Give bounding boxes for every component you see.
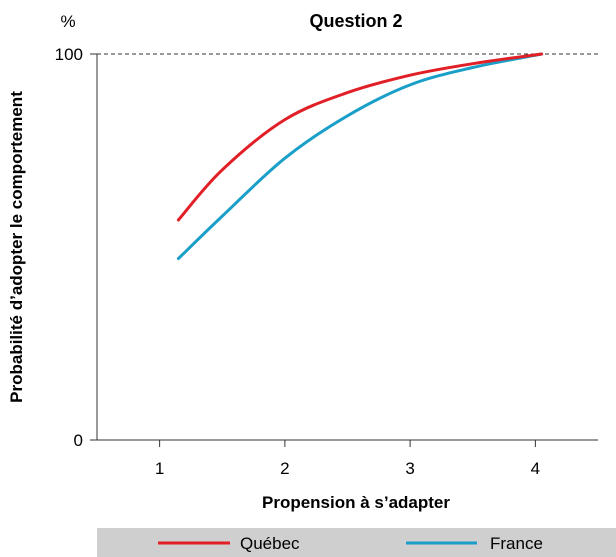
x-tick-label: 2 [280, 459, 289, 478]
y-tick-label: 100 [55, 45, 83, 64]
legend: Québec France [158, 534, 543, 553]
y-unit-label: % [60, 12, 75, 31]
legend-label-quebec: Québec [240, 534, 300, 553]
series-line-france [176, 52, 544, 261]
series-line-quebec [176, 52, 544, 222]
legend-label-france: France [490, 534, 543, 553]
x-tick-label: 4 [531, 459, 540, 478]
x-tick-label: 3 [405, 459, 414, 478]
y-tick-label: 0 [74, 431, 83, 450]
y-ticks: 0 100 [55, 45, 97, 450]
y-axis-label: Probabilité d’adopter le comportement [7, 91, 26, 403]
x-tick-label: 1 [155, 459, 164, 478]
series-lines [176, 52, 544, 261]
chart-title: Question 2 [309, 11, 402, 31]
x-axis-label: Propension à s’adapter [262, 493, 450, 512]
x-ticks: 1 2 3 4 [155, 440, 540, 478]
